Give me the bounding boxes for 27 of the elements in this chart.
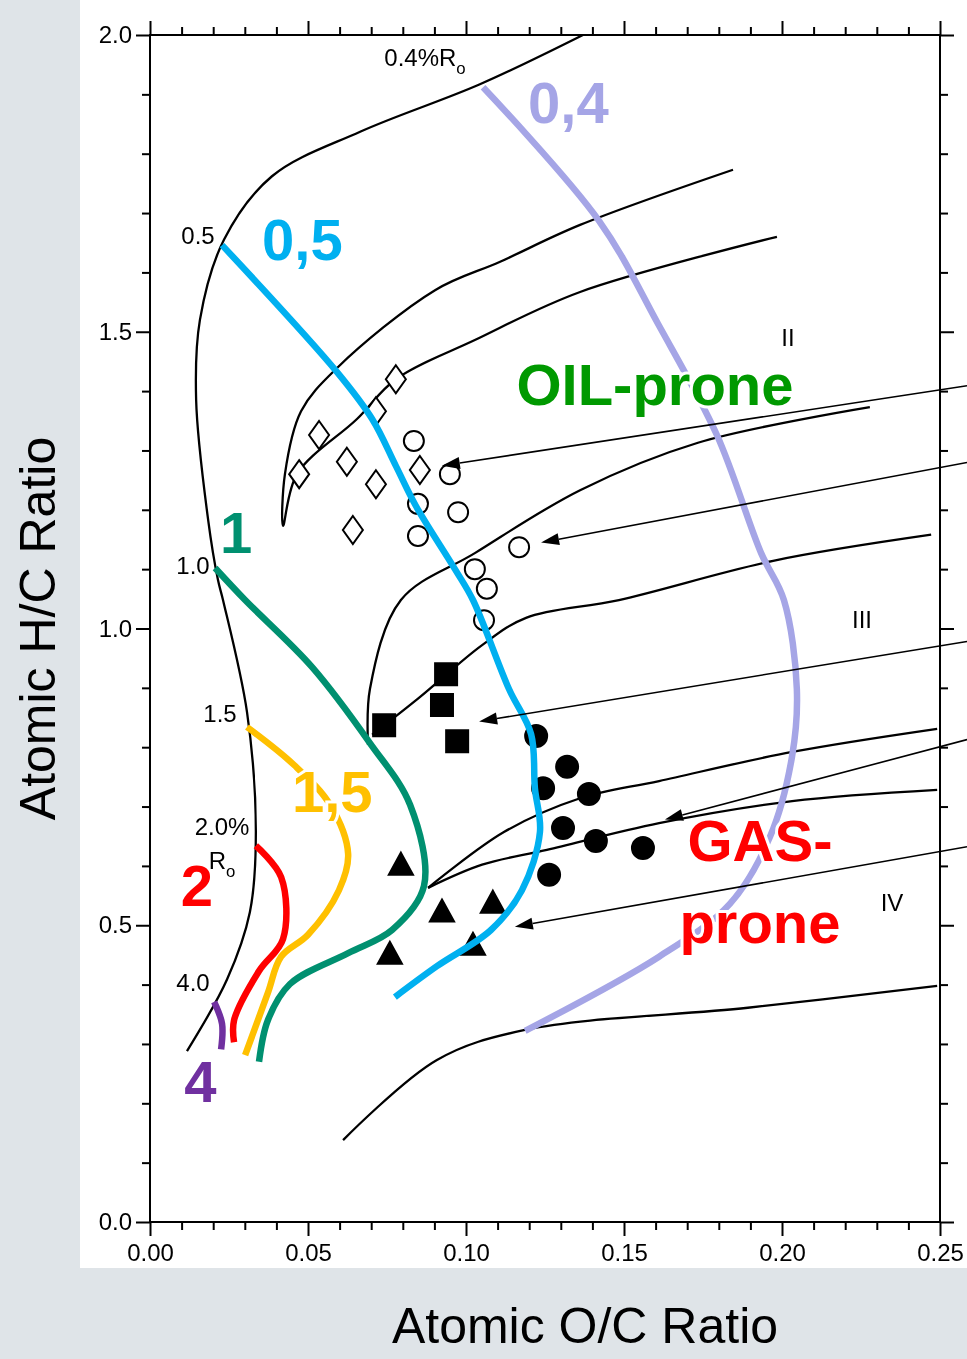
annotation: 1.5 bbox=[203, 700, 237, 728]
x-tick-label: 0.10 bbox=[443, 1239, 490, 1267]
annotation: IV bbox=[880, 889, 904, 917]
annotation: III bbox=[851, 606, 873, 634]
x-axis-title: Atomic O/C Ratio bbox=[391, 1298, 779, 1355]
annotation: II bbox=[781, 324, 795, 352]
annotation: 0.5 bbox=[181, 222, 215, 250]
annotation: GAS- prone bbox=[679, 808, 841, 955]
y-tick-label: 2.0 bbox=[98, 21, 132, 49]
y-axis-title: Atomic H/C Ratio bbox=[10, 436, 67, 821]
x-tick-label: 0.15 bbox=[601, 1239, 648, 1267]
y-tick-label: 1.5 bbox=[98, 317, 132, 345]
x-tick-label: 0.20 bbox=[759, 1239, 806, 1267]
x-tick-label: 0.25 bbox=[917, 1239, 964, 1267]
series-label: 1 bbox=[220, 500, 253, 566]
x-tick-label: 0.00 bbox=[127, 1239, 174, 1267]
y-tick-label: 1.0 bbox=[98, 614, 132, 642]
series-label: 4 bbox=[184, 1049, 217, 1115]
annotation: 4.0 bbox=[176, 969, 210, 997]
x-tick-label: 0.05 bbox=[285, 1239, 332, 1267]
annotation: 1.0 bbox=[176, 552, 210, 580]
series-label: 0,4 bbox=[528, 69, 609, 135]
series-label: 0,5 bbox=[262, 207, 343, 273]
y-tick-label: 0.0 bbox=[98, 1208, 132, 1236]
annotation: 0.4%R$_{o}$ bbox=[384, 44, 466, 78]
y-tick-label: 0.5 bbox=[98, 911, 132, 939]
annotation: OIL-prone bbox=[516, 352, 794, 418]
